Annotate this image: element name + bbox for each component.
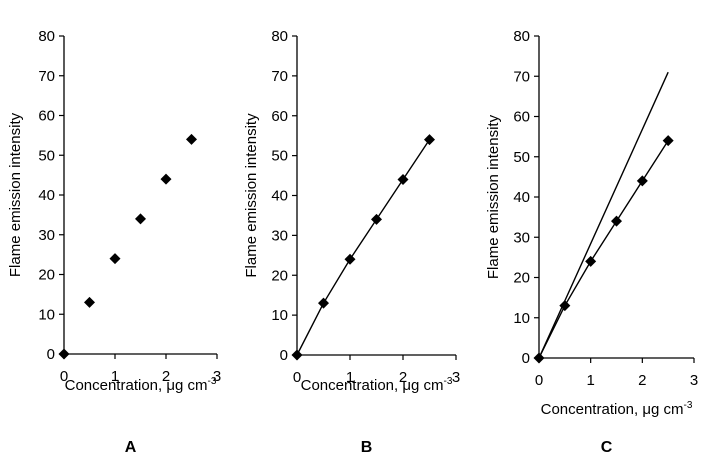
x-tick-label: 2: [638, 372, 646, 389]
x-axis-title-superscript: -3: [207, 376, 216, 387]
data-point: [662, 135, 674, 147]
series-line: [538, 140, 669, 359]
y-tick-label: 30: [271, 227, 288, 244]
y-tick-label: 80: [38, 28, 55, 45]
x-tick-label: 3: [452, 369, 460, 386]
y-tick-label: 60: [38, 108, 55, 125]
y-tick-label: 70: [38, 68, 55, 85]
y-tick-label: 70: [271, 68, 288, 85]
x-tick-label: 3: [213, 368, 221, 385]
y-tick-label: 80: [271, 28, 288, 45]
data-point: [160, 173, 172, 185]
y-tick-label: 40: [271, 188, 288, 205]
x-axis-title-superscript: -3: [443, 376, 452, 387]
y-tick-label: 0: [280, 347, 288, 364]
extrapolation-line: [538, 71, 669, 359]
data-point: [291, 349, 303, 361]
y-tick-label: 80: [513, 28, 530, 45]
x-axis-title-superscript: -3: [683, 400, 692, 411]
x-tick-label: 1: [586, 372, 594, 389]
y-tick-label: 10: [271, 307, 288, 324]
data-point: [585, 255, 597, 267]
data-point: [559, 300, 571, 312]
x-tick-label: 0: [293, 369, 301, 386]
y-tick-label: 10: [38, 306, 55, 323]
data-point: [84, 296, 95, 308]
data-point: [636, 175, 648, 187]
x-tick-label: 1: [346, 369, 354, 386]
y-tick-label: 20: [271, 267, 288, 284]
data-point: [318, 297, 329, 309]
y-axis-title: Flame emission intensity: [7, 112, 24, 277]
x-axis-title: Concentration, μg cm-3: [65, 376, 217, 394]
y-tick-label: 50: [38, 147, 55, 164]
data-point: [135, 213, 146, 225]
y-tick-label: 50: [513, 149, 530, 166]
y-tick-label: 0: [522, 350, 530, 367]
y-tick-label: 30: [38, 227, 55, 244]
y-tick-label: 20: [513, 270, 530, 287]
x-axis-title-text: Concentration, μg cm: [541, 401, 684, 418]
chart-panel-c: 0 10 20 30 40 50 60 70 80 0 1 2 3 Concentration, μg c…: [485, 28, 698, 456]
data-point: [371, 213, 382, 225]
x-tick-label: 1: [111, 368, 119, 385]
y-tick-label: 40: [513, 189, 530, 206]
data-point: [58, 348, 70, 360]
x-axis-title-text: Concentration, μg cm: [301, 377, 444, 394]
x-tick-label: 0: [535, 372, 543, 389]
series-line: [296, 139, 431, 356]
panel-letter: A: [125, 439, 137, 456]
data-point: [186, 133, 197, 145]
data-point: [424, 134, 435, 146]
x-tick-label: 0: [60, 368, 68, 385]
data-point: [611, 215, 622, 227]
y-tick-label: 50: [271, 148, 288, 165]
y-tick-label: 10: [513, 310, 530, 327]
x-tick-label: 2: [399, 369, 407, 386]
data-point: [344, 253, 356, 265]
data-point: [109, 253, 121, 265]
data-point: [397, 174, 409, 186]
y-tick-label: 0: [47, 346, 55, 363]
y-tick-label: 60: [513, 109, 530, 126]
data-point: [533, 352, 545, 364]
x-axis-title: Concentration, μg cm-3: [541, 400, 693, 418]
x-tick-label: 2: [162, 368, 170, 385]
x-axis-title-text: Concentration, μg cm: [65, 377, 208, 394]
y-tick-label: 20: [38, 267, 55, 284]
y-axis-title: Flame emission intensity: [485, 114, 502, 279]
y-tick-label: 70: [513, 68, 530, 85]
y-tick-label: 40: [38, 187, 55, 204]
y-tick-label: 30: [513, 229, 530, 246]
x-tick-label: 3: [690, 372, 698, 389]
y-tick-label: 60: [271, 108, 288, 125]
panel-letter: B: [361, 439, 373, 456]
y-axis-title: Flame emission intensity: [243, 113, 260, 278]
panel-letter: C: [601, 439, 613, 456]
x-axis-title: Concentration, μg cm-3: [301, 376, 453, 394]
